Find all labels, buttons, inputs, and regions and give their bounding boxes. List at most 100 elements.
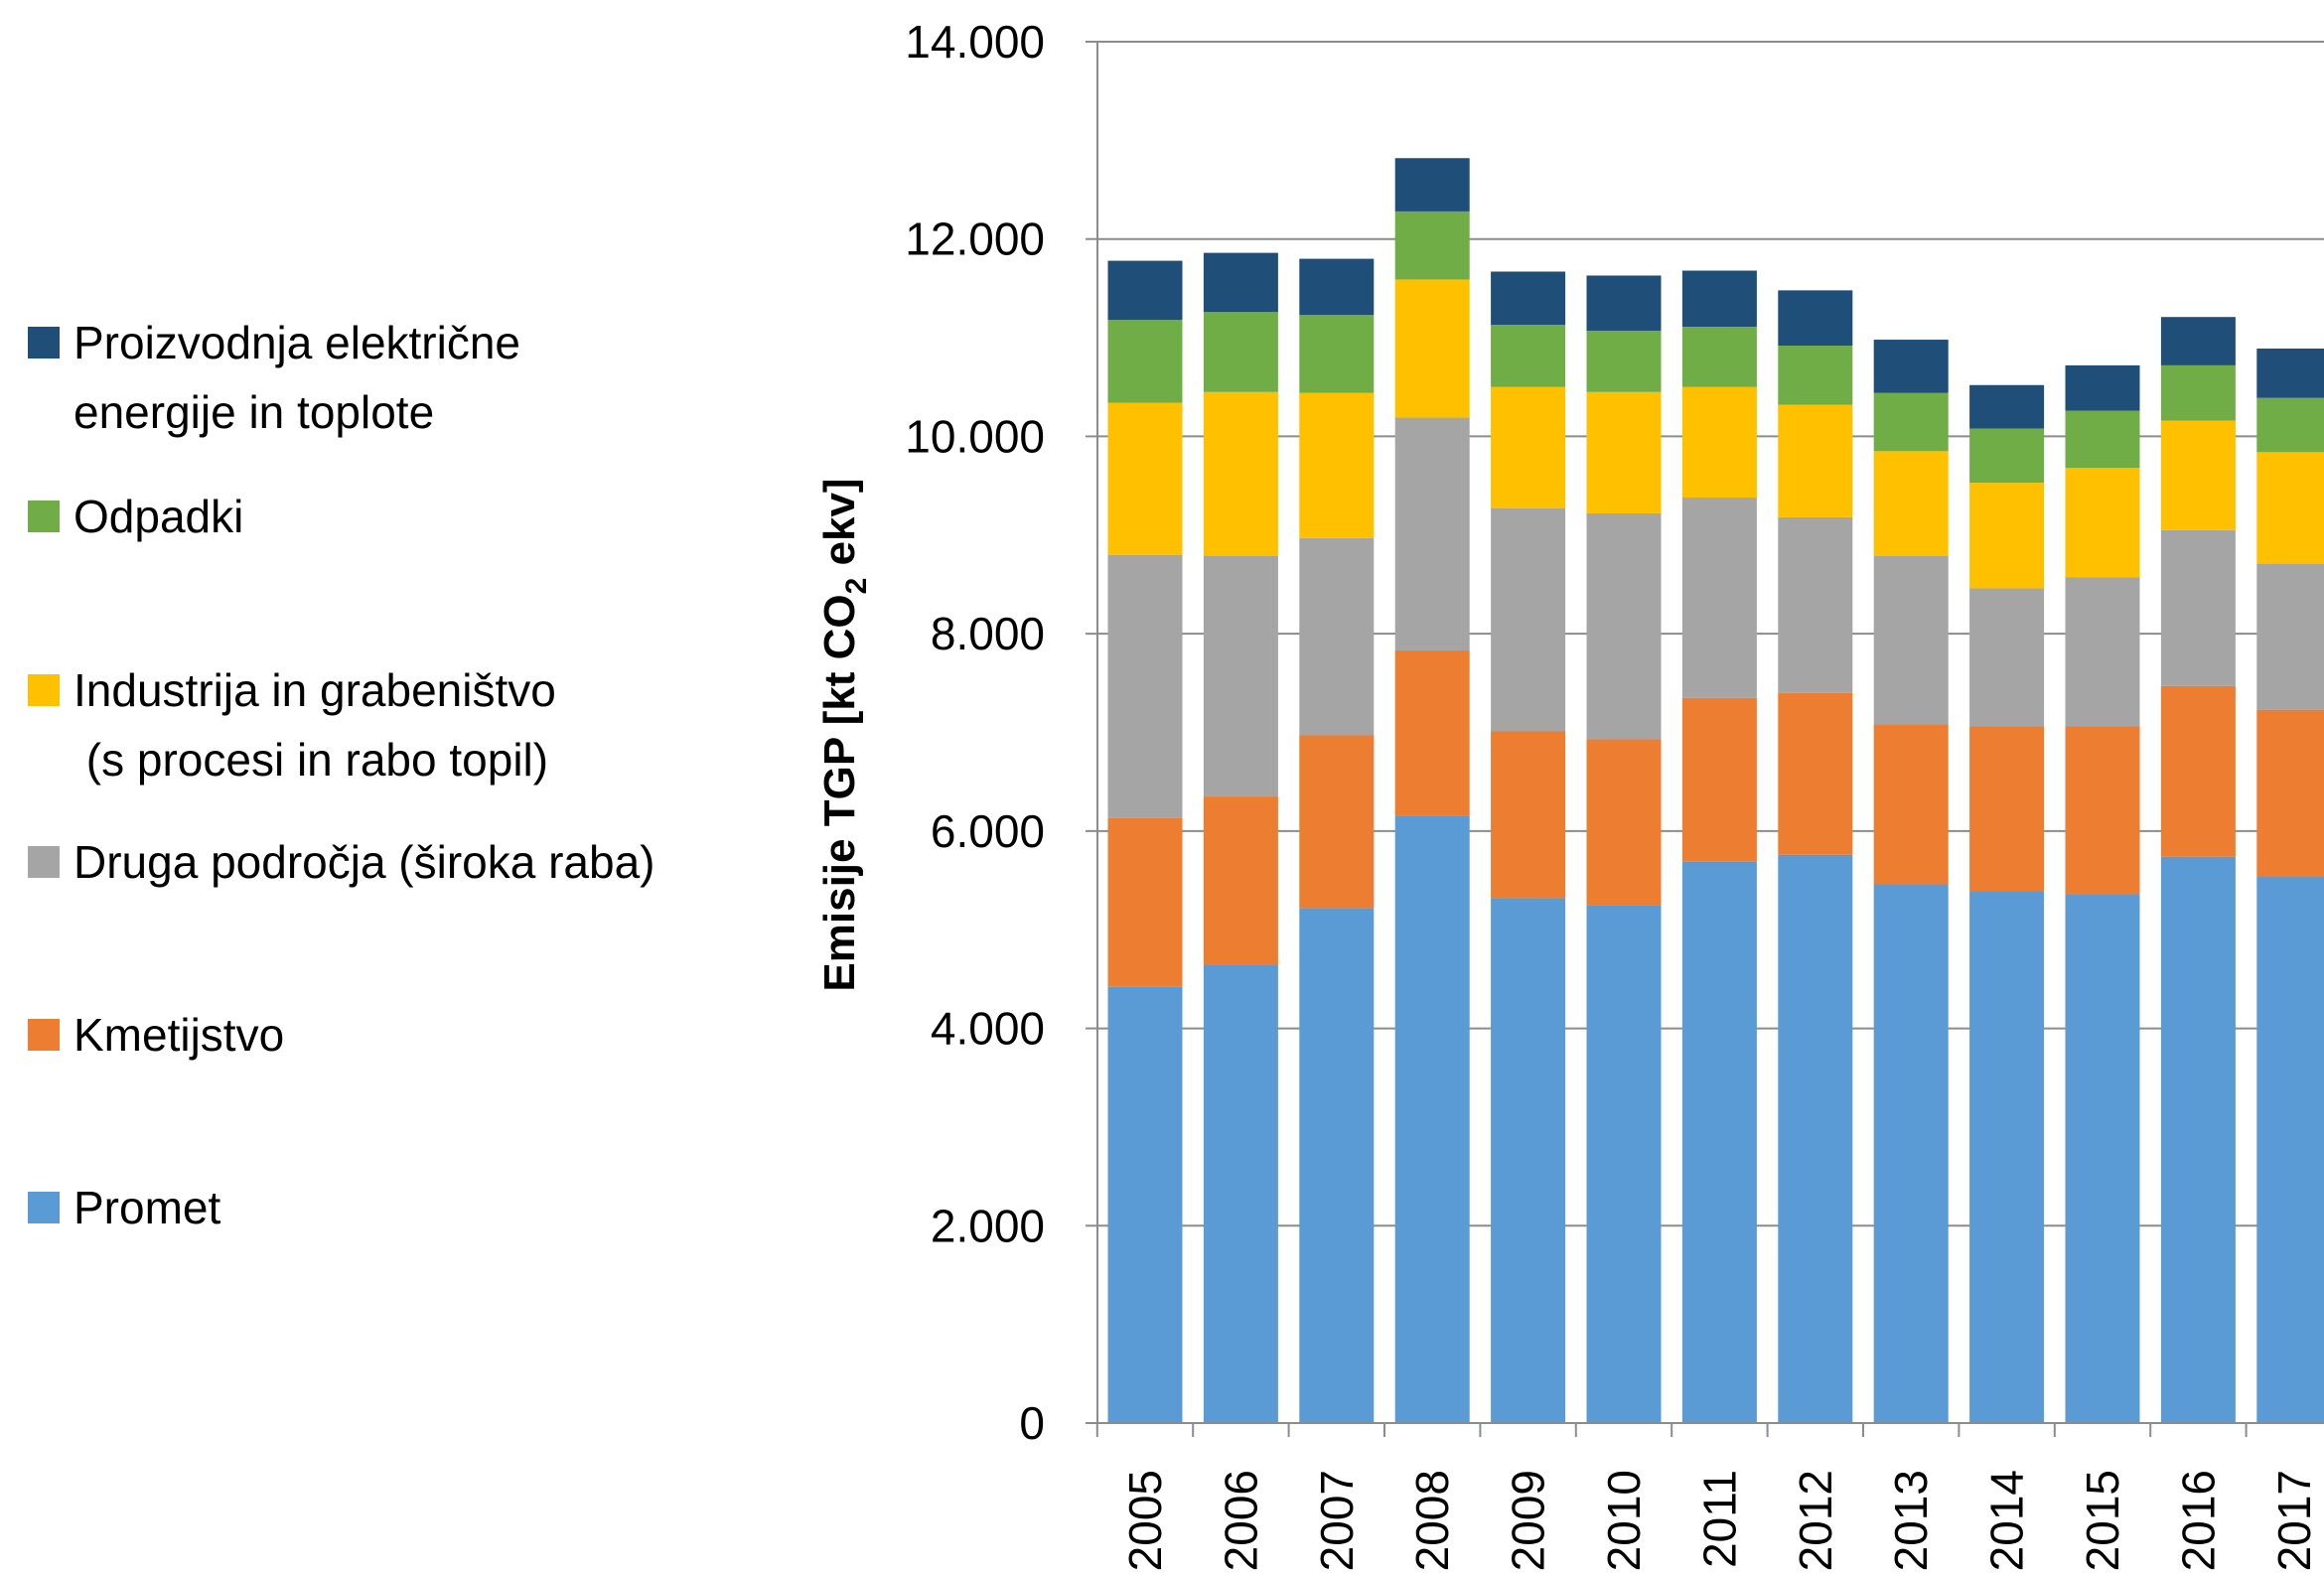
y-tick-label: 8.000 xyxy=(931,608,1045,659)
bar-segment xyxy=(1681,386,1757,499)
bar-segment xyxy=(1681,498,1757,698)
y-axis-title: Emisije TGP [kt CO2 ekv] xyxy=(815,478,873,991)
bar-segment xyxy=(1203,964,1278,1423)
legend-label: (s procesi in rabo topil) xyxy=(73,734,548,786)
bar-segment xyxy=(1969,428,2045,484)
x-tick-label: 2010 xyxy=(1598,1470,1650,1571)
bar-segment xyxy=(1107,554,1183,818)
y-tick-label: 6.000 xyxy=(931,805,1045,857)
legend-swatch xyxy=(28,674,60,706)
x-tick-label: 2006 xyxy=(1215,1470,1266,1571)
x-tick-label: 2008 xyxy=(1406,1470,1458,1571)
bar-segment xyxy=(2160,685,2236,857)
legend-label: energije in toplote xyxy=(73,386,434,438)
bar-segment xyxy=(1299,315,1375,393)
bar-segment xyxy=(1681,270,1757,328)
bar-segment xyxy=(1394,158,1470,212)
bar-segment xyxy=(1586,391,1662,513)
bar-segment xyxy=(1586,739,1662,906)
x-tick-label: 2009 xyxy=(1503,1470,1554,1571)
y-tick-label: 10.000 xyxy=(905,410,1045,462)
bar-segment xyxy=(1491,731,1566,899)
y-tick-label: 14.000 xyxy=(905,16,1045,68)
bar-segment xyxy=(1394,815,1470,1423)
bar-segment xyxy=(2256,452,2324,564)
bar-segment xyxy=(1203,312,1278,392)
bar-segment xyxy=(1873,884,1949,1423)
bar-segment xyxy=(2256,349,2324,398)
bar-segment xyxy=(1107,260,1183,321)
legend-swatch xyxy=(28,327,60,358)
y-tick-label: 0 xyxy=(1019,1397,1045,1449)
bar-segment xyxy=(1107,320,1183,403)
bar-segment xyxy=(1778,516,1853,693)
bar-segment xyxy=(1778,404,1853,517)
legend-label: Odpadki xyxy=(73,491,243,542)
bar-segment xyxy=(1586,905,1662,1423)
legend-swatch xyxy=(28,1019,60,1051)
bar-segment xyxy=(1299,537,1375,736)
legend: Proizvodnja električne energije in toplot… xyxy=(28,317,655,1233)
bar-segment xyxy=(1969,891,2045,1423)
bar-segment xyxy=(2065,468,2140,578)
bar-segment xyxy=(1586,275,1662,332)
bar-segment xyxy=(1394,417,1470,651)
bar-segment xyxy=(1681,861,1757,1423)
bar-segment xyxy=(1778,290,1853,347)
bar-segment xyxy=(1969,483,2045,589)
x-tick-label: 2015 xyxy=(2077,1470,2128,1571)
bar-segment xyxy=(1681,697,1757,862)
legend-label: Druga področja (široka raba) xyxy=(73,836,655,888)
bar-segment xyxy=(1778,854,1853,1423)
bar-segment xyxy=(2256,709,2324,877)
bar-segment xyxy=(1203,252,1278,313)
legend-swatch xyxy=(28,846,60,878)
legend-swatch xyxy=(28,1192,60,1223)
bar-segment xyxy=(1203,555,1278,797)
bar-segment xyxy=(1299,908,1375,1423)
y-axis-title-tail: ekv] xyxy=(815,478,864,577)
legend-label: Proizvodnja električne xyxy=(73,317,520,368)
y-axis-title-subscript: 2 xyxy=(840,578,873,595)
bar-segment xyxy=(1778,346,1853,405)
bar-segment xyxy=(1203,391,1278,556)
bar-segment xyxy=(2160,529,2236,686)
bar-segment xyxy=(1394,279,1470,418)
bar-segment xyxy=(2256,563,2324,710)
legend-label: Kmetijstvo xyxy=(73,1009,284,1061)
y-axis-title-main: Emisije TGP [kt CO xyxy=(815,594,864,991)
x-tick-label: 2005 xyxy=(1119,1470,1171,1571)
legend-label: Promet xyxy=(73,1182,220,1233)
bar-segment xyxy=(2160,317,2236,365)
x-tick-label: 2013 xyxy=(1885,1470,1937,1571)
bars xyxy=(1107,158,2324,1423)
bar-segment xyxy=(1394,211,1470,280)
bar-segment xyxy=(1299,735,1375,909)
bar-segment xyxy=(1491,507,1566,732)
x-tick-label: 2011 xyxy=(1693,1470,1745,1568)
bar-segment xyxy=(2160,420,2236,530)
x-tick-label: 2017 xyxy=(2268,1470,2320,1571)
bar-segment xyxy=(1203,796,1278,965)
bar-segment xyxy=(2065,364,2140,411)
bar-segment xyxy=(1681,327,1757,387)
bar-segment xyxy=(1969,384,2045,429)
bar-segment xyxy=(1969,726,2045,892)
bar-segment xyxy=(2160,364,2236,421)
bar-segment xyxy=(1873,724,1949,885)
bar-segment xyxy=(1107,402,1183,555)
y-tick-label: 12.000 xyxy=(905,214,1045,265)
x-tick-label: 2012 xyxy=(1790,1470,1841,1571)
x-tick-label: 2014 xyxy=(1981,1470,2033,1571)
axes: 0 2.000 4.000 6.000 8.000 10.000 12.000 14.000 2… xyxy=(905,16,2324,1571)
bar-segment xyxy=(1873,555,1949,725)
bar-segment xyxy=(1107,986,1183,1423)
bar-segment xyxy=(1778,692,1853,855)
x-tick-label: 2007 xyxy=(1311,1470,1363,1571)
bar-segment xyxy=(1491,271,1566,326)
bar-segment xyxy=(1491,325,1566,387)
legend-label: Industrija in grabeništvo xyxy=(73,664,556,716)
bar-segment xyxy=(2256,876,2324,1423)
bar-segment xyxy=(1491,386,1566,508)
bar-segment xyxy=(2065,410,2140,469)
